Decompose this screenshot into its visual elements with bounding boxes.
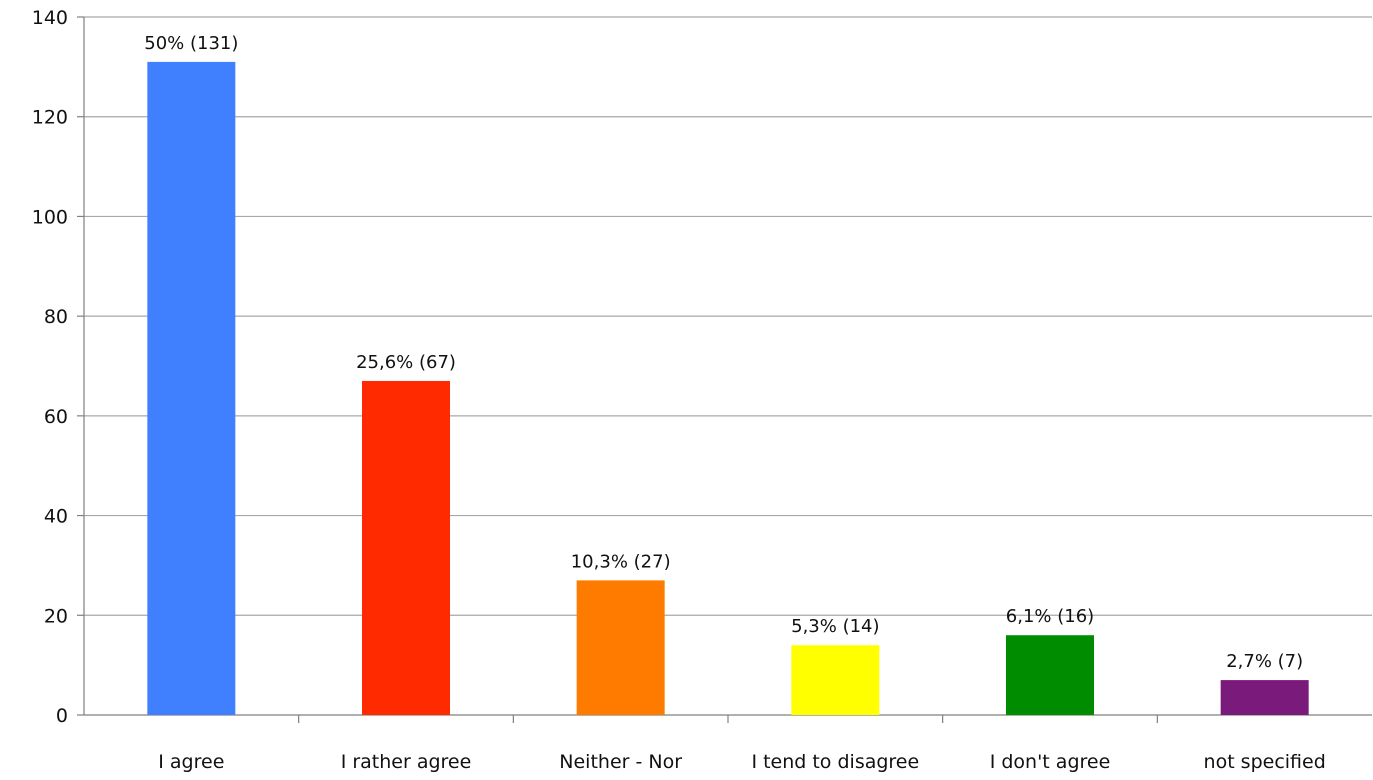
x-tick-label: I tend to disagree: [751, 751, 919, 773]
y-tick-label: 120: [32, 107, 68, 129]
grid-lines: [84, 16, 1372, 616]
bar: [147, 61, 236, 715]
data-label: 50% (131): [144, 33, 238, 54]
y-tick-label: 0: [56, 705, 68, 727]
bars: [147, 61, 1309, 715]
labels: 0 20 40 60 80 100 120 140 50% (131) I agree 25,6% …: [32, 7, 1326, 773]
x-tick-label: I rather agree: [341, 751, 472, 773]
data-label: 25,6% (67): [356, 352, 456, 373]
y-tick-label: 100: [32, 206, 68, 228]
data-label: 5,3% (14): [791, 616, 879, 637]
y-tick-label: 140: [32, 7, 68, 29]
data-label: 10,3% (27): [571, 551, 671, 572]
data-label: 6,1% (16): [1006, 606, 1094, 627]
y-tick-label: 40: [44, 506, 68, 528]
bar: [1006, 635, 1094, 715]
x-tick-label: Neither - Nor: [559, 751, 682, 773]
bar: [576, 580, 665, 715]
y-tick-label: 60: [44, 406, 68, 428]
x-tick-label: I agree: [158, 751, 224, 773]
x-tick-label: not specified: [1204, 751, 1326, 773]
bar: [1220, 680, 1309, 715]
data-label: 2,7% (7): [1226, 651, 1303, 672]
y-tick-label: 80: [44, 306, 68, 328]
axes: [77, 16, 1372, 723]
bar: [362, 380, 450, 715]
bar: [791, 645, 880, 715]
y-tick-label: 20: [44, 605, 68, 627]
x-tick-label: I don't agree: [990, 751, 1111, 773]
